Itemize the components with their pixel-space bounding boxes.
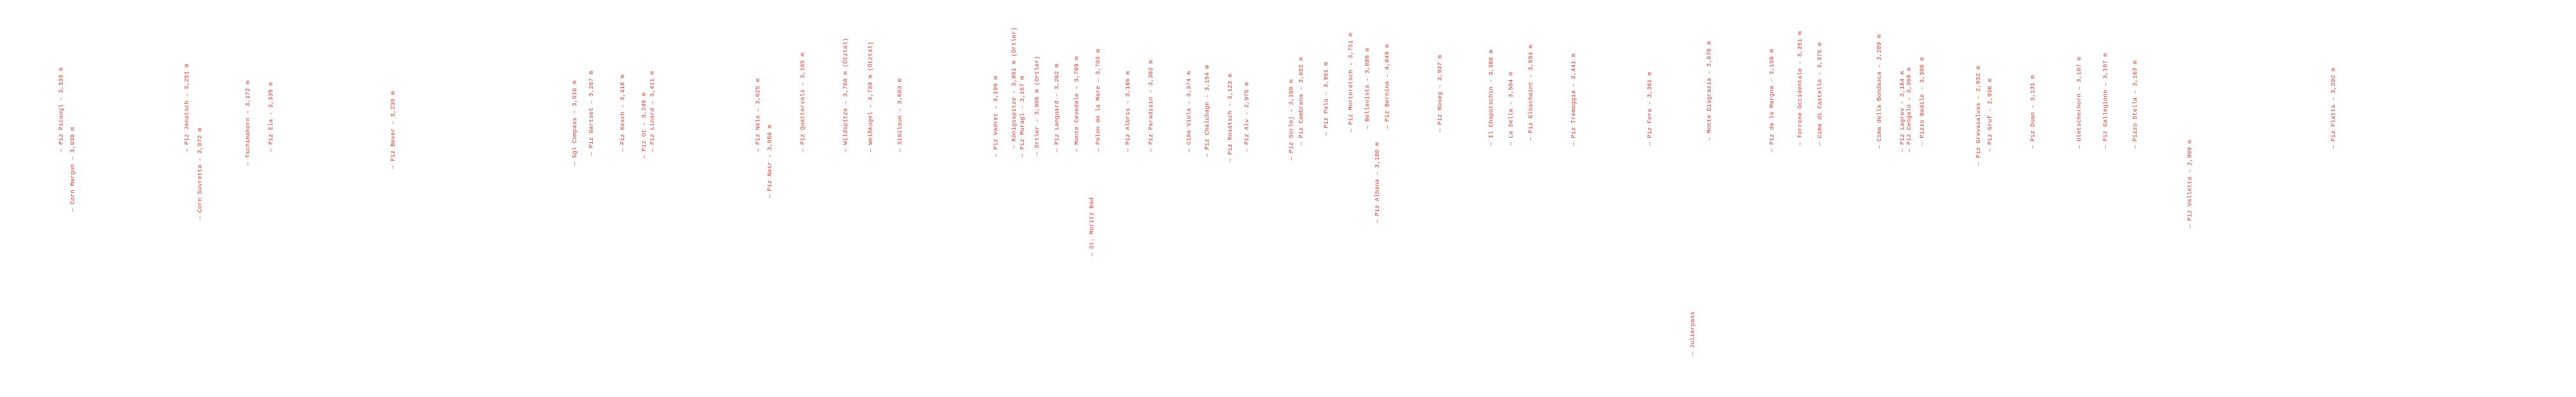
peak-label: — Piz Roseg – 3,937 m [1436,55,1443,133]
peak-label: — Piz Nair – 3,056 m [766,125,773,199]
peak-label: — Piz Surlej – 3,188 m [1288,79,1295,161]
peak-label: — Piz Morteratsch – 3,751 m [1347,33,1355,133]
peak-label: — Piz Albris – 3,166 m [1124,71,1131,153]
peak-label: — Piz Fora – 3,361 m [1646,72,1653,146]
peak-label: — Piz Platta – 3,392 m [2330,68,2337,150]
peak-label: — Piz Bernina – 4,049 m [1383,44,1390,130]
peak-label: — Piz Glüschaint – 3,594 m [1527,45,1534,142]
peak-label: — Piz Rosatsch – 3,123 m [1227,74,1234,163]
peak-label: — Pizzo Badile – 3,308 m [1919,57,1926,146]
peak-label: — Piz Languard – 3,262 m [1053,63,1060,152]
peak-label: — Piz Paradisin – 3,302 m [1147,60,1154,152]
peak-label: — Similaun – 3,603 m [897,78,904,152]
peak-label: — Piz Cambrena – 3,602 m [1298,57,1305,146]
peak-label: — Piz Tremoggia – 3,441 m [1570,53,1577,146]
peak-label: — Julierpass [1689,311,1696,356]
peak-label: — Piz Picuogl – 3,333 m [58,67,65,153]
peak-label: — Piz Bever – 3,230 m [389,91,397,169]
peak-label: — Piz Alv – 2,975 m [1243,82,1250,153]
peak-label: — Cima della Bondasca – 3,289 m [1876,35,1883,150]
peak-label: — Piz Jenatsch – 3,251 m [183,63,190,152]
peak-label: — Cima di Castello – 3,375 m [1816,42,1823,146]
peak-label: — Bellavista – 3,888 m [1363,48,1370,130]
peak-label: — Monte Disgrazia – 3,678 m [1706,41,1713,142]
peak-label: — Pizzo Stella – 3,163 m [2132,60,2139,149]
peak-label: — Piz Vadret – 3,199 m [993,76,1000,158]
peak-label: — La Sella – 3,584 m [1507,72,1514,146]
peak-label: — Wildspitze – 3,768 m (Ötztal) [842,38,849,152]
peak-label: — Gletscherhorn – 3,107 m [2075,56,2082,149]
peak-label: — Piz Nala – 3,025 m [755,78,762,152]
peak-label: — Piz Gruf – 2,936 m [1986,78,1993,152]
peak-label: — Piz Gartset – 3,267 m [588,70,595,156]
peak-label: — Piz Chalchagn – 3,154 m [1204,65,1211,158]
peak-label: — Piz Gallegione – 3,107 m [2102,53,2109,150]
peak-label: — Ortler – 3,905 m (Ortler) [1033,56,1041,156]
peak-label: — Palon de la Mare – 3,703 m [1095,49,1102,152]
peak-label: — St. Moritz Bad [1088,197,1095,257]
peak-label: — Corn Margun – 3,038 m [69,127,76,213]
peak-label: — Piz Duan – 3,131 m [2029,75,2036,149]
peak-label: — Piz Palü – 3,901 m [1323,61,1330,136]
peak-label: — Cima Viola – 3,374 m [1186,71,1193,153]
peak-label: — Piz Ela – 3,339 m [267,82,274,153]
peak-label: — Monte Cevedale – 3,769 m [1073,56,1080,153]
peak-label: — Piz Albana – 3,100 m [1374,142,1381,224]
peak-label: — Tschimahorn – 3,172 m [244,81,251,166]
peak-label: — Königsspitze – 3,851 m (Ortler) [1010,28,1017,150]
peak-label: — Piz Kesch – 3,418 m [619,75,626,153]
peak-label: — Sgl Compass – 3,016 m [571,81,578,166]
peak-label: — Piz Cengalo – 3,369 m [1905,67,1912,153]
peak-label: — Torrone Occidentale – 3,351 m [1796,31,1803,147]
peak-label: — Corn Suvretta – 3,072 m [196,127,203,220]
peak-label: — Piz Grevasalvas – 2,932 m [1975,66,1982,166]
peak-label: — Piz Ot – 3,246 m [641,92,648,159]
peak-label: — Piz Lagrev – 3,164 m [1899,71,1906,153]
peak-label: — Il Chapütschin – 3,386 m [1488,49,1495,146]
peak-label: — Piz Muragl – 3,157 m [1019,76,1026,158]
peak-label: — Piz Quattervals – 3,165 m [799,53,806,153]
peak-label: — Piz da la Margna – 3,158 m [1768,49,1775,152]
peak-label: — Piz Valletta – 2,909 m [2186,140,2193,229]
peak-label: — Piz Linard – 3,411 m [648,71,656,153]
peak-label: — Weißkugel – 3,739 m (Ötztal) [867,42,874,153]
